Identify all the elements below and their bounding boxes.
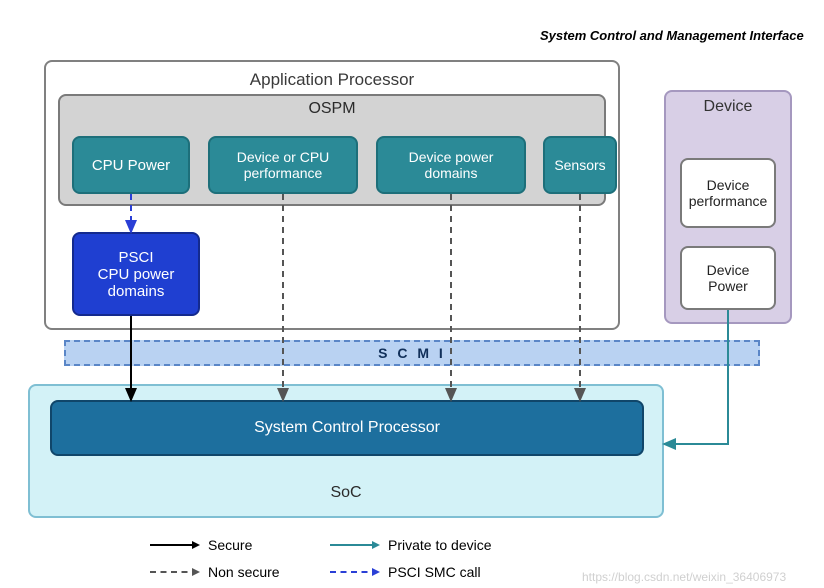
system-control-processor-box: System Control Processor <box>50 400 644 456</box>
application-processor-label: Application Processor <box>44 70 620 90</box>
psci-box: PSCICPU power domains <box>72 232 200 316</box>
device-power-box: Device Power <box>680 246 776 310</box>
device-cpu-performance-box: Device or CPU performance <box>208 136 358 194</box>
legend-label: PSCI SMC call <box>388 564 481 580</box>
legend-arrow-icon <box>150 571 198 573</box>
soc-label: SoC <box>28 484 664 502</box>
legend-arrow-icon <box>330 544 378 546</box>
legend-arrow-icon <box>330 571 378 573</box>
legend-item: PSCI SMC call <box>330 564 481 580</box>
legend-item: Private to device <box>330 537 492 553</box>
legend-item: Secure <box>150 537 252 553</box>
watermark: https://blog.csdn.net/weixin_36406973 <box>582 570 786 584</box>
device-power-domains-box: Device power domains <box>376 136 526 194</box>
device-label: Device <box>664 98 792 116</box>
cpu-power-box: CPU Power <box>72 136 190 194</box>
sensors-box: Sensors <box>543 136 617 194</box>
legend-label: Private to device <box>388 537 492 553</box>
legend-label: Secure <box>208 537 252 553</box>
legend-arrow-icon <box>150 544 198 546</box>
page-title: System Control and Management Interface <box>540 28 804 43</box>
legend-label: Non secure <box>208 564 280 580</box>
device-performance-box: Device performance <box>680 158 776 228</box>
legend-item: Non secure <box>150 564 280 580</box>
ospm-label: OSPM <box>58 100 606 118</box>
psci-label: PSCICPU power domains <box>74 249 198 300</box>
scmi-bar: S C M I <box>64 340 760 366</box>
